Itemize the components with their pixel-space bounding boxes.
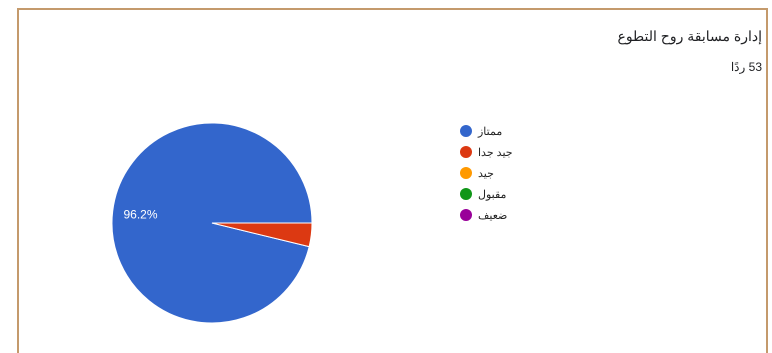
legend-swatch-3: [460, 167, 472, 179]
pie-data-label-1: 96.2%: [123, 207, 157, 221]
pie-slice-2[interactable]: [211, 222, 313, 248]
pie-slices: [111, 122, 313, 324]
response-count: 53 ردًا: [730, 60, 762, 74]
legend-label-1: ممتاز: [477, 126, 502, 138]
legend-label-3: جيد: [478, 168, 494, 180]
chart-legend: ممتاز جيد جدا جيد مقبول ضعيف: [460, 125, 513, 222]
legend-label-5: ضعيف: [478, 210, 507, 222]
legend-label-4: مقبول: [478, 189, 507, 201]
legend-swatch-1: [460, 125, 472, 137]
legend-swatch-4: [460, 188, 472, 200]
legend-swatch-5: [460, 209, 472, 221]
legend-label-2: جيد جدا: [478, 147, 513, 159]
pie-data-labels: 96.2%: [123, 207, 157, 221]
question-title: إدارة مسابقة روح التطوع: [617, 28, 762, 44]
legend-swatch-2: [460, 146, 472, 158]
